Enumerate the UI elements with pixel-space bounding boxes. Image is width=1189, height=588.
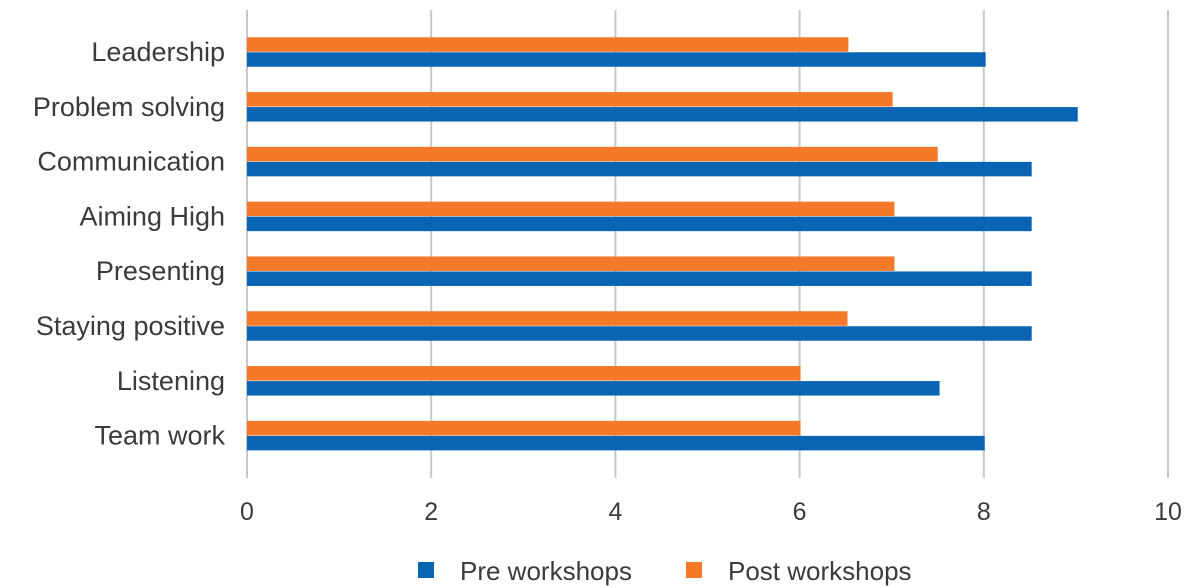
category-label: Staying positive [36, 311, 225, 341]
bar-post-workshops [247, 201, 895, 217]
x-tick-label: 10 [1154, 498, 1182, 526]
x-tick-label: 6 [793, 498, 807, 526]
legend-swatch [418, 562, 434, 578]
category-label: Leadership [91, 37, 225, 67]
bar-pre-workshops [247, 216, 1032, 232]
category-label: Listening [117, 366, 225, 396]
bar-pre-workshops [247, 435, 985, 451]
legend-label: Post workshops [728, 556, 912, 586]
bar-post-workshops [247, 366, 801, 381]
bar-post-workshops [247, 92, 893, 107]
category-label: Communication [37, 147, 225, 177]
bar-post-workshops [247, 256, 895, 271]
bar-post-workshops [247, 420, 801, 436]
bar-pre-workshops [247, 381, 940, 396]
legend: Pre workshops Post workshops [418, 556, 912, 586]
category-label: Presenting [96, 256, 225, 286]
x-tick-label: 8 [977, 498, 991, 526]
bar-pre-workshops [247, 271, 1032, 286]
bar-post-workshops [247, 146, 938, 162]
category-label: Problem solving [33, 92, 225, 122]
bar-pre-workshops [247, 52, 986, 67]
bar-pre-workshops [247, 107, 1078, 122]
x-tick-label: 0 [240, 498, 254, 526]
bar-post-workshops [247, 311, 848, 326]
category-label: Team work [94, 421, 225, 451]
legend-label: Pre workshops [460, 556, 632, 586]
grid-lines [246, 10, 1169, 478]
bar-pre-workshops [247, 326, 1032, 341]
x-tick-label: 4 [608, 498, 622, 526]
bars [247, 37, 1078, 451]
x-tick-label: 2 [424, 498, 438, 526]
x-axis-tick-labels: 0 2 4 6 8 10 [240, 498, 1182, 526]
legend-swatch [686, 562, 702, 578]
category-label: Aiming High [79, 201, 225, 231]
category-labels: Leadership Problem solving Communication Ai… [33, 37, 226, 451]
bar-pre-workshops [247, 161, 1032, 177]
bar-post-workshops [247, 37, 849, 52]
